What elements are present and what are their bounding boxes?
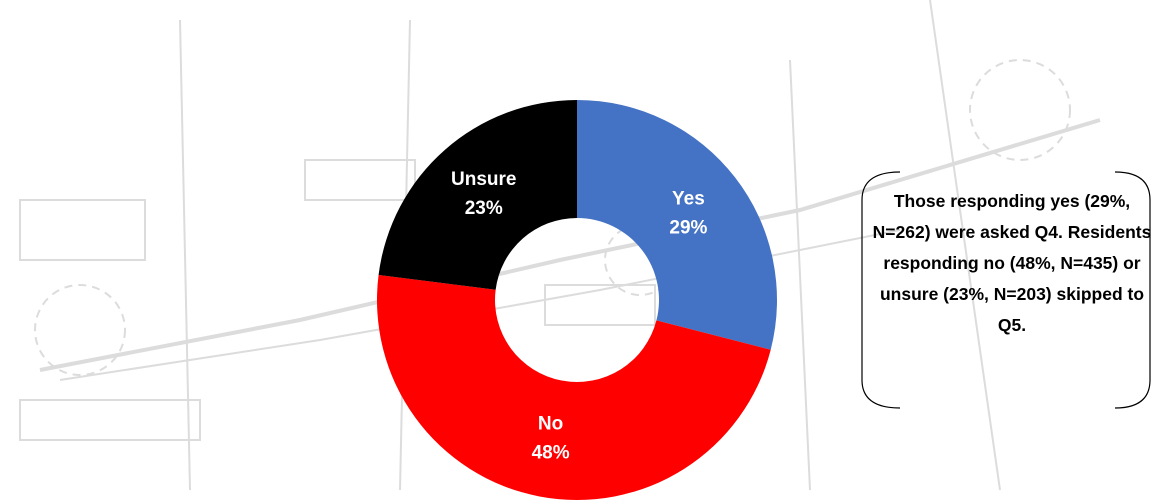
- donut-slice: [377, 274, 771, 500]
- donut-slice: [577, 100, 777, 350]
- donut-slice: [378, 100, 577, 290]
- callout-brackets: [861, 171, 1151, 409]
- slice-value-label: 23%: [465, 198, 503, 219]
- slice-label: No: [538, 414, 563, 435]
- slice-value-label: 48%: [532, 443, 570, 464]
- annotation: Those responding yes (29%, N=262) were a…: [872, 191, 1152, 335]
- slice-value-label: 29%: [669, 218, 707, 239]
- slice-label: Unsure: [451, 169, 516, 190]
- slice-label: Yes: [672, 189, 705, 210]
